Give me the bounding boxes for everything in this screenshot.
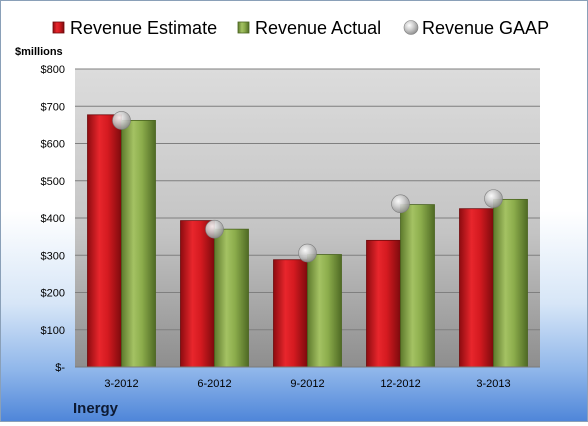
bar-revenue-actual bbox=[493, 198, 528, 368]
legend-label-revenue-estimate: Revenue Estimate bbox=[70, 18, 217, 38]
gaap-marker bbox=[391, 194, 410, 214]
bar-revenue-estimate bbox=[180, 220, 215, 368]
gaap-marker bbox=[205, 219, 224, 239]
x-tick-label: 6-2012 bbox=[197, 378, 231, 390]
y-tick-labels: $- $100 $200 $300 $400 $500 $600 $700 $800 bbox=[41, 64, 66, 374]
y-tick-label: $800 bbox=[41, 64, 65, 76]
gaap-marker bbox=[484, 189, 503, 208]
legend: Revenue Estimate Revenue Actual Revenue GA… bbox=[52, 18, 549, 38]
x-tick-label: 9-2012 bbox=[290, 378, 324, 390]
y-tick-label: $300 bbox=[41, 250, 65, 262]
y-axis-unit-label: $millions bbox=[15, 46, 63, 58]
company-label: Inergy bbox=[73, 400, 119, 417]
y-tick-label: $200 bbox=[41, 288, 65, 300]
legend-swatch-revenue-actual bbox=[237, 21, 250, 34]
legend-label-revenue-actual: Revenue Actual bbox=[255, 18, 381, 38]
gaap-markers bbox=[112, 111, 503, 263]
bar-revenue-actual bbox=[121, 120, 156, 368]
bar-revenue-actual bbox=[214, 228, 249, 368]
bar-revenue-estimate bbox=[459, 208, 494, 368]
bar-revenue-actual bbox=[307, 254, 342, 368]
x-tick-label: 12-2012 bbox=[380, 378, 420, 390]
y-tick-label: $- bbox=[55, 362, 65, 374]
gaap-marker bbox=[112, 111, 131, 130]
y-tick-label: $100 bbox=[41, 325, 65, 337]
legend-swatch-revenue-gaap bbox=[403, 20, 419, 35]
x-tick-label: 3-2012 bbox=[104, 378, 138, 390]
y-tick-label: $500 bbox=[41, 176, 65, 188]
bar-revenue-estimate bbox=[273, 259, 308, 368]
bars bbox=[87, 114, 528, 368]
legend-swatch-revenue-estimate bbox=[52, 21, 65, 34]
y-tick-label: $700 bbox=[41, 101, 65, 113]
y-tick-label: $600 bbox=[41, 139, 65, 151]
x-tick-labels: 3-2012 6-2012 9-2012 12-2012 3-2013 bbox=[104, 378, 510, 390]
bar-revenue-estimate bbox=[366, 239, 401, 368]
legend-label-revenue-gaap: Revenue GAAP bbox=[422, 18, 549, 38]
bar-revenue-actual bbox=[400, 204, 435, 368]
gaap-marker bbox=[298, 243, 317, 263]
x-tick-label: 3-2013 bbox=[476, 378, 510, 390]
y-tick-label: $400 bbox=[41, 213, 65, 225]
bar-revenue-estimate bbox=[87, 114, 122, 368]
